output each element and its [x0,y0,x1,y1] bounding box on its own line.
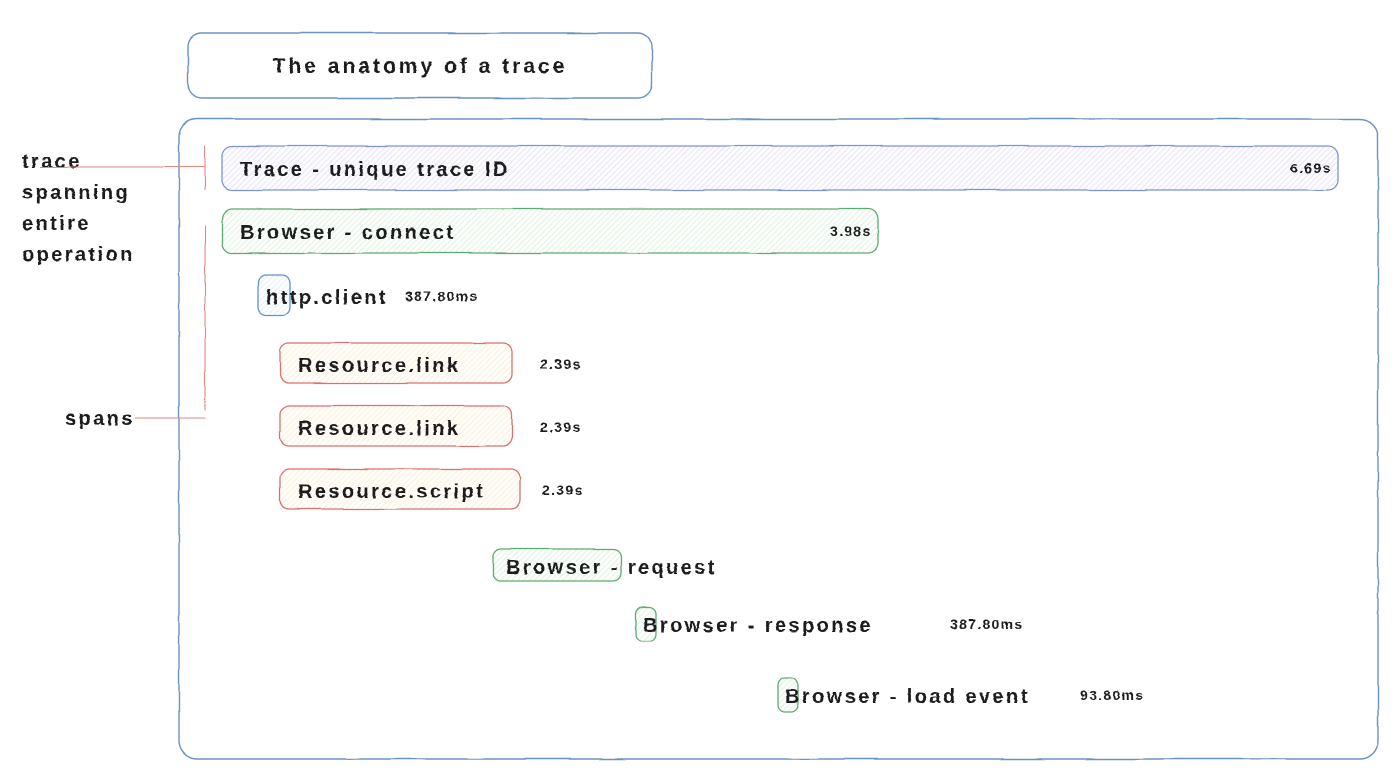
svg-text:Browser - response: Browser - response [643,615,873,637]
svg-text:spans: spans [65,408,135,430]
svg-text:trace: trace [22,151,82,173]
svg-text:2.39s: 2.39s [540,356,582,372]
svg-text:The anatomy of a trace: The anatomy of a trace [273,55,568,78]
svg-text:Browser - load event: Browser - load event [785,686,1030,708]
svg-text:3.98s: 3.98s [830,223,872,239]
svg-text:Resource.link: Resource.link [298,355,460,377]
svg-text:387.80ms: 387.80ms [950,616,1023,632]
svg-text:387.80ms: 387.80ms [405,288,478,304]
svg-text:6.69s: 6.69s [1290,160,1332,176]
svg-text:operation: operation [22,244,135,266]
svg-text:2.39s: 2.39s [540,419,582,435]
svg-text:Browser - connect: Browser - connect [240,222,455,244]
svg-text:Resource.script: Resource.script [298,481,485,503]
svg-text:http.client: http.client [266,287,388,309]
svg-text:entire: entire [22,213,91,235]
svg-text:Browser - request: Browser - request [506,557,717,579]
svg-text:2.39s: 2.39s [542,482,584,498]
svg-text:Resource.link: Resource.link [298,418,460,440]
svg-text:93.80ms: 93.80ms [1080,687,1144,703]
svg-text:Trace - unique trace ID: Trace - unique trace ID [240,159,510,181]
svg-text:spanning: spanning [22,182,130,204]
